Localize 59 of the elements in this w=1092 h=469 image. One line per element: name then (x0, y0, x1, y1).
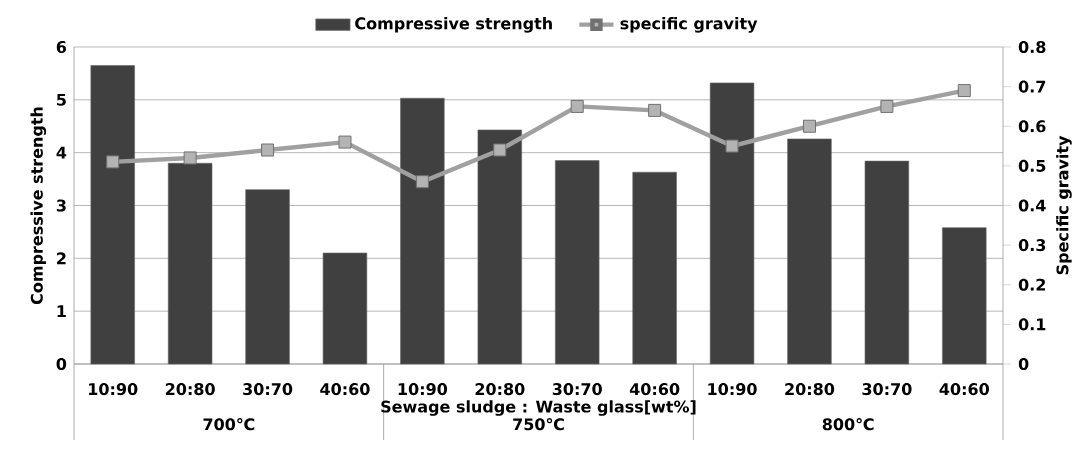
x-tick-label: 20:80 (165, 383, 215, 396)
y-axis-title: Compressive strength (30, 107, 47, 305)
x-tick-label: 30:70 (243, 383, 293, 396)
y2-tick-label: 0.7 (1018, 80, 1046, 93)
bar (245, 189, 290, 365)
y-tick-label: 1 (57, 305, 66, 317)
y2-axis-title: Specific gravity (1056, 135, 1072, 275)
y2-tick-label: 0.2 (1018, 278, 1046, 291)
point (648, 103, 662, 117)
bar (864, 160, 910, 365)
y2-tick-label: 0.1 (1018, 318, 1046, 331)
y-tick-label: 2 (57, 252, 66, 265)
x-tick-label: 20:80 (785, 383, 835, 396)
legend-label: specific gravity (620, 17, 758, 33)
bar (709, 82, 755, 365)
bar (942, 227, 987, 365)
point (338, 135, 352, 149)
y2-tick-label: 0.8 (1018, 40, 1046, 54)
y2-tick-label: 0 (1018, 357, 1029, 371)
y2-tick-label: 0.5 (1018, 159, 1046, 172)
point (957, 84, 971, 98)
point (725, 139, 739, 153)
x-tick-label: 30:70 (552, 383, 602, 396)
point (261, 143, 275, 157)
point (802, 119, 816, 133)
point (106, 155, 120, 169)
bar (787, 138, 832, 365)
point (880, 99, 894, 113)
x-tick-label: 40:60 (939, 383, 989, 396)
x-tick-label: 10:90 (89, 383, 138, 396)
point (183, 151, 197, 165)
bar (322, 252, 368, 365)
bar (477, 129, 522, 365)
y2-tick-label: 0.6 (1018, 120, 1046, 133)
x-tick-label: 40:60 (629, 383, 680, 396)
bar (400, 97, 445, 365)
bar (632, 171, 677, 365)
text: 700℃ (203, 418, 255, 431)
point (570, 99, 584, 113)
bar (555, 160, 600, 365)
y-tick-label: 3 (56, 199, 66, 212)
x-tick-label: 10:90 (708, 383, 757, 396)
bar (90, 65, 135, 365)
x-tick-label: 40:60 (320, 383, 370, 396)
y2-tick-label: 0.4 (1018, 199, 1046, 212)
text: 800℃ (822, 418, 874, 431)
y-tick-label: 5 (57, 93, 66, 106)
x-tick-label: 30:70 (862, 383, 912, 396)
y2-tick-label: 0.3 (1018, 239, 1046, 252)
x-axis-title: Sewage sludge : Waste glass[wt%] (381, 400, 696, 416)
y-tick-label: 4 (56, 146, 67, 159)
y-tick-label: 0 (56, 357, 67, 371)
legend-label: Compressive strength (355, 17, 552, 33)
text: 750℃ (513, 418, 564, 431)
point (415, 175, 429, 189)
point (493, 143, 507, 157)
x-tick-label: 10:90 (398, 383, 448, 396)
y-tick-label: 6 (56, 40, 67, 54)
x-tick-label: 20:80 (475, 383, 525, 396)
